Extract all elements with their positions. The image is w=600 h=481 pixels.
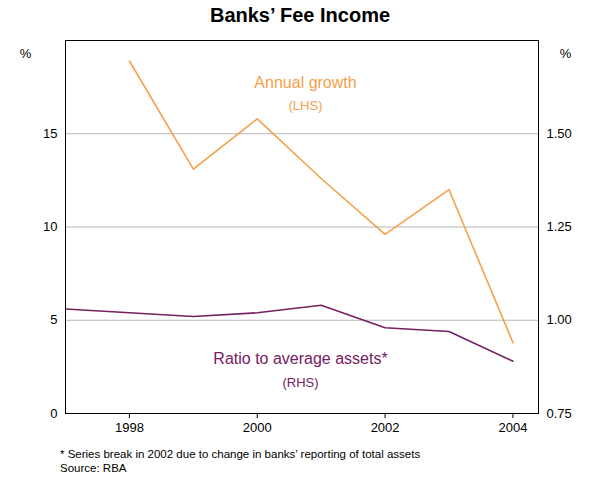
svg-text:1998: 1998	[115, 420, 144, 435]
svg-text:1.00: 1.00	[547, 312, 572, 327]
svg-text:2002: 2002	[371, 420, 400, 435]
html-text:Banks’ Fee Income: Banks’ Fee Income	[210, 4, 390, 26]
svg-text:5: 5	[50, 312, 57, 327]
svg-text:15: 15	[43, 126, 57, 141]
svg-text:2004: 2004	[498, 420, 527, 435]
svg-text:%: %	[20, 46, 32, 61]
svg-text:2000: 2000	[243, 420, 272, 435]
svg-text:1.50: 1.50	[547, 126, 572, 141]
svg-text:0: 0	[50, 406, 57, 421]
svg-text:1.25: 1.25	[547, 219, 572, 234]
svg-text:0.75: 0.75	[547, 406, 572, 421]
html-text:Source: RBA: Source: RBA	[60, 462, 127, 474]
svg-text:(RHS): (RHS)	[282, 375, 318, 390]
html-text:* Series break in 2002 due to: * Series break in 2002 due to change in …	[60, 448, 421, 460]
svg-text:Annual growth: Annual growth	[254, 74, 356, 91]
svg-text:10: 10	[43, 219, 57, 234]
svg-text:Ratio to average assets*: Ratio to average assets*	[213, 350, 387, 367]
svg-text:(LHS): (LHS)	[289, 98, 323, 113]
svg-text:%: %	[560, 46, 572, 61]
